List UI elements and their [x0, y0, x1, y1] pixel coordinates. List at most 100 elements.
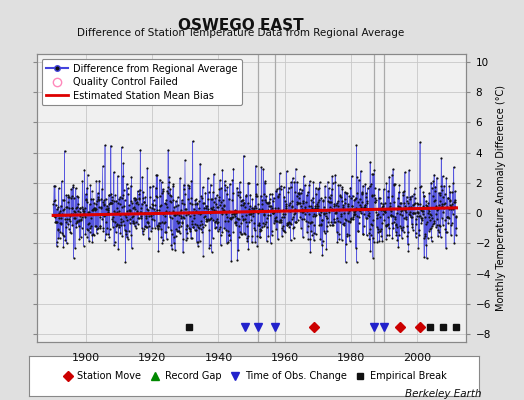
Point	[280, 194, 288, 200]
Point	[79, 206, 87, 212]
Point	[138, 174, 146, 180]
Point	[157, 202, 165, 208]
Point	[163, 184, 172, 190]
Point	[111, 219, 119, 226]
Point	[291, 205, 299, 212]
Point	[319, 238, 327, 244]
Point	[316, 236, 324, 242]
Point	[401, 216, 410, 222]
Point	[385, 225, 393, 231]
Point	[95, 196, 103, 203]
Point	[99, 163, 107, 169]
Point	[180, 182, 188, 188]
Point	[276, 186, 285, 192]
Point	[335, 192, 344, 199]
Point	[292, 219, 300, 226]
Point	[66, 228, 74, 235]
Point	[267, 205, 276, 211]
Point	[158, 240, 167, 246]
Point	[418, 208, 427, 214]
Point	[399, 200, 408, 206]
Point	[150, 209, 159, 216]
Point	[83, 199, 92, 205]
Point	[61, 236, 70, 243]
Point	[215, 194, 223, 200]
Point	[71, 208, 79, 215]
Point	[297, 190, 305, 196]
Point	[72, 224, 81, 230]
Point	[131, 206, 139, 212]
Point	[243, 200, 252, 207]
Point	[71, 214, 80, 221]
Point	[59, 244, 68, 250]
Point	[376, 200, 385, 206]
Point	[294, 200, 303, 207]
Point	[206, 210, 214, 216]
Point	[132, 196, 140, 202]
Point	[268, 232, 276, 238]
Point	[284, 221, 292, 227]
Point	[213, 220, 222, 226]
Point	[173, 228, 182, 234]
Point	[126, 198, 135, 204]
Point	[243, 238, 252, 244]
Point	[249, 204, 258, 211]
Point	[176, 209, 184, 216]
Point	[381, 222, 390, 229]
Point	[283, 222, 292, 228]
Point	[284, 188, 292, 195]
Point	[185, 200, 194, 206]
Point	[54, 185, 63, 192]
Point	[425, 190, 433, 196]
Point	[164, 147, 172, 153]
Point	[110, 208, 118, 214]
Point	[449, 180, 457, 187]
Point	[118, 233, 126, 239]
Point	[216, 224, 224, 230]
Point	[122, 181, 130, 187]
Point	[214, 204, 223, 210]
Point	[378, 238, 387, 244]
Point	[242, 192, 250, 198]
Point	[117, 218, 125, 225]
Point	[139, 195, 148, 202]
Point	[396, 223, 404, 229]
Point	[264, 212, 272, 218]
Point	[96, 225, 104, 231]
Point	[413, 201, 422, 207]
Point	[77, 234, 85, 240]
Point	[167, 198, 175, 205]
Point	[63, 204, 71, 210]
Point	[301, 182, 309, 188]
Point	[449, 210, 457, 217]
Text: 1920: 1920	[138, 353, 167, 363]
Point	[185, 227, 194, 234]
Point	[389, 166, 397, 172]
Point	[207, 215, 215, 221]
Point	[52, 219, 60, 225]
Point	[389, 182, 398, 188]
Point	[148, 225, 156, 231]
Point	[316, 208, 325, 215]
Point	[411, 185, 419, 192]
Point	[56, 220, 64, 226]
Point	[404, 229, 412, 235]
Point	[174, 224, 183, 230]
Point	[430, 218, 438, 224]
Point	[73, 203, 81, 210]
Point	[235, 216, 243, 222]
Point	[115, 224, 124, 230]
Point	[86, 225, 94, 232]
Point	[169, 181, 178, 187]
Point	[210, 171, 218, 177]
Point	[309, 212, 318, 219]
Point	[259, 191, 268, 197]
Point	[359, 231, 367, 237]
Point	[256, 226, 264, 233]
Point	[333, 215, 341, 222]
Point	[290, 179, 299, 185]
Point	[285, 219, 293, 226]
Point	[125, 220, 134, 226]
Point	[50, 213, 59, 220]
Point	[434, 233, 442, 239]
